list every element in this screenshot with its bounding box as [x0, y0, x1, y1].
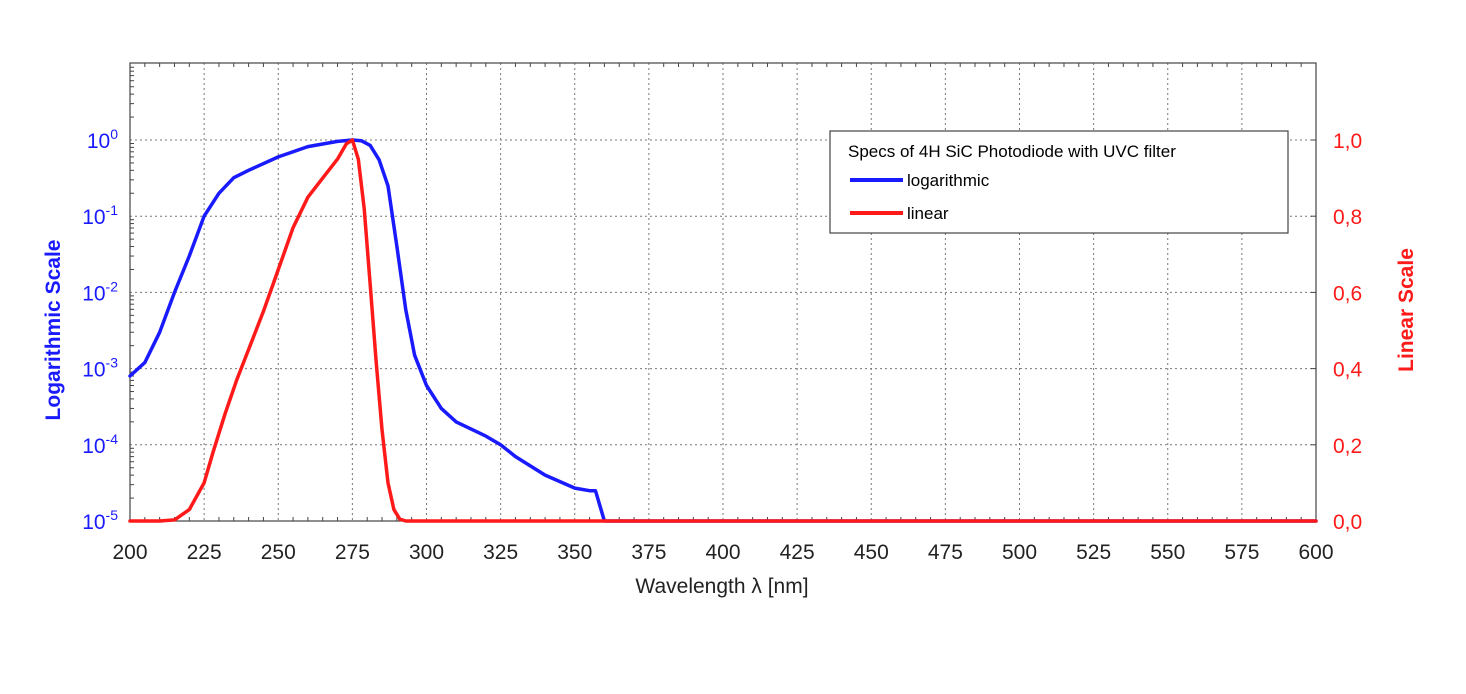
legend-entry-logarithmic: logarithmic	[907, 171, 990, 190]
x-tick-label-225: 225	[187, 541, 222, 564]
x-tick-label-350: 350	[557, 541, 592, 564]
legend-entry-linear: linear	[907, 204, 949, 223]
x-tick-label-550: 550	[1150, 541, 1185, 564]
x-tick-label-600: 600	[1298, 541, 1333, 564]
x-tick-label-475: 475	[928, 541, 963, 564]
left-axis-label: Logarithmic Scale	[42, 240, 65, 421]
right-tick-label-0-0: 0,0	[1333, 511, 1362, 534]
series-layer	[128, 138, 1318, 523]
series-line-logarithmic	[128, 138, 1318, 523]
left-tick-label: 100	[87, 126, 118, 153]
right-axis-label: Linear Scale	[1395, 248, 1418, 372]
series-line-linear	[128, 138, 1318, 523]
x-axis-label: Wavelength λ [nm]	[635, 575, 808, 598]
legend: Specs of 4H SiC Photodiode with UVC filt…	[829, 130, 1289, 234]
right-tick-label-0-2: 0,2	[1333, 435, 1362, 458]
legend-box	[829, 130, 1289, 234]
x-tick-label-400: 400	[705, 541, 740, 564]
left-tick-label: 10-2	[82, 278, 118, 305]
x-tick-label-500: 500	[1002, 541, 1037, 564]
left-tick-label: 10-5	[82, 507, 118, 534]
right-tick-label-0-8: 0,8	[1333, 206, 1362, 229]
left-tick-label: 10-4	[82, 431, 118, 458]
x-tick-label-525: 525	[1076, 541, 1111, 564]
x-tick-label-250: 250	[261, 541, 296, 564]
x-tick-label-200: 200	[112, 541, 147, 564]
left-tick-label: 10-3	[82, 355, 118, 382]
legend-title: Specs of 4H SiC Photodiode with UVC filt…	[848, 142, 1176, 161]
x-tick-label-425: 425	[780, 541, 815, 564]
x-tick-label-300: 300	[409, 541, 444, 564]
right-tick-label-1-0: 1,0	[1333, 130, 1362, 153]
right-tick-label-0-6: 0,6	[1333, 282, 1362, 305]
x-axis-ticks: 200 225 250 275 300 325 350 375 400 425 450 475 500 5…	[112, 63, 1334, 564]
x-tick-label-375: 375	[631, 541, 666, 564]
x-tick-label-575: 575	[1224, 541, 1259, 564]
x-tick-label-275: 275	[335, 541, 370, 564]
x-tick-label-325: 325	[483, 541, 518, 564]
right-tick-label-0-4: 0,4	[1333, 359, 1363, 382]
left-tick-label: 10-1	[82, 202, 118, 229]
left-axis-ticks: 100 10-1 10-2 10-3 10-4 10-5	[82, 66, 134, 534]
x-tick-label-450: 450	[854, 541, 889, 564]
